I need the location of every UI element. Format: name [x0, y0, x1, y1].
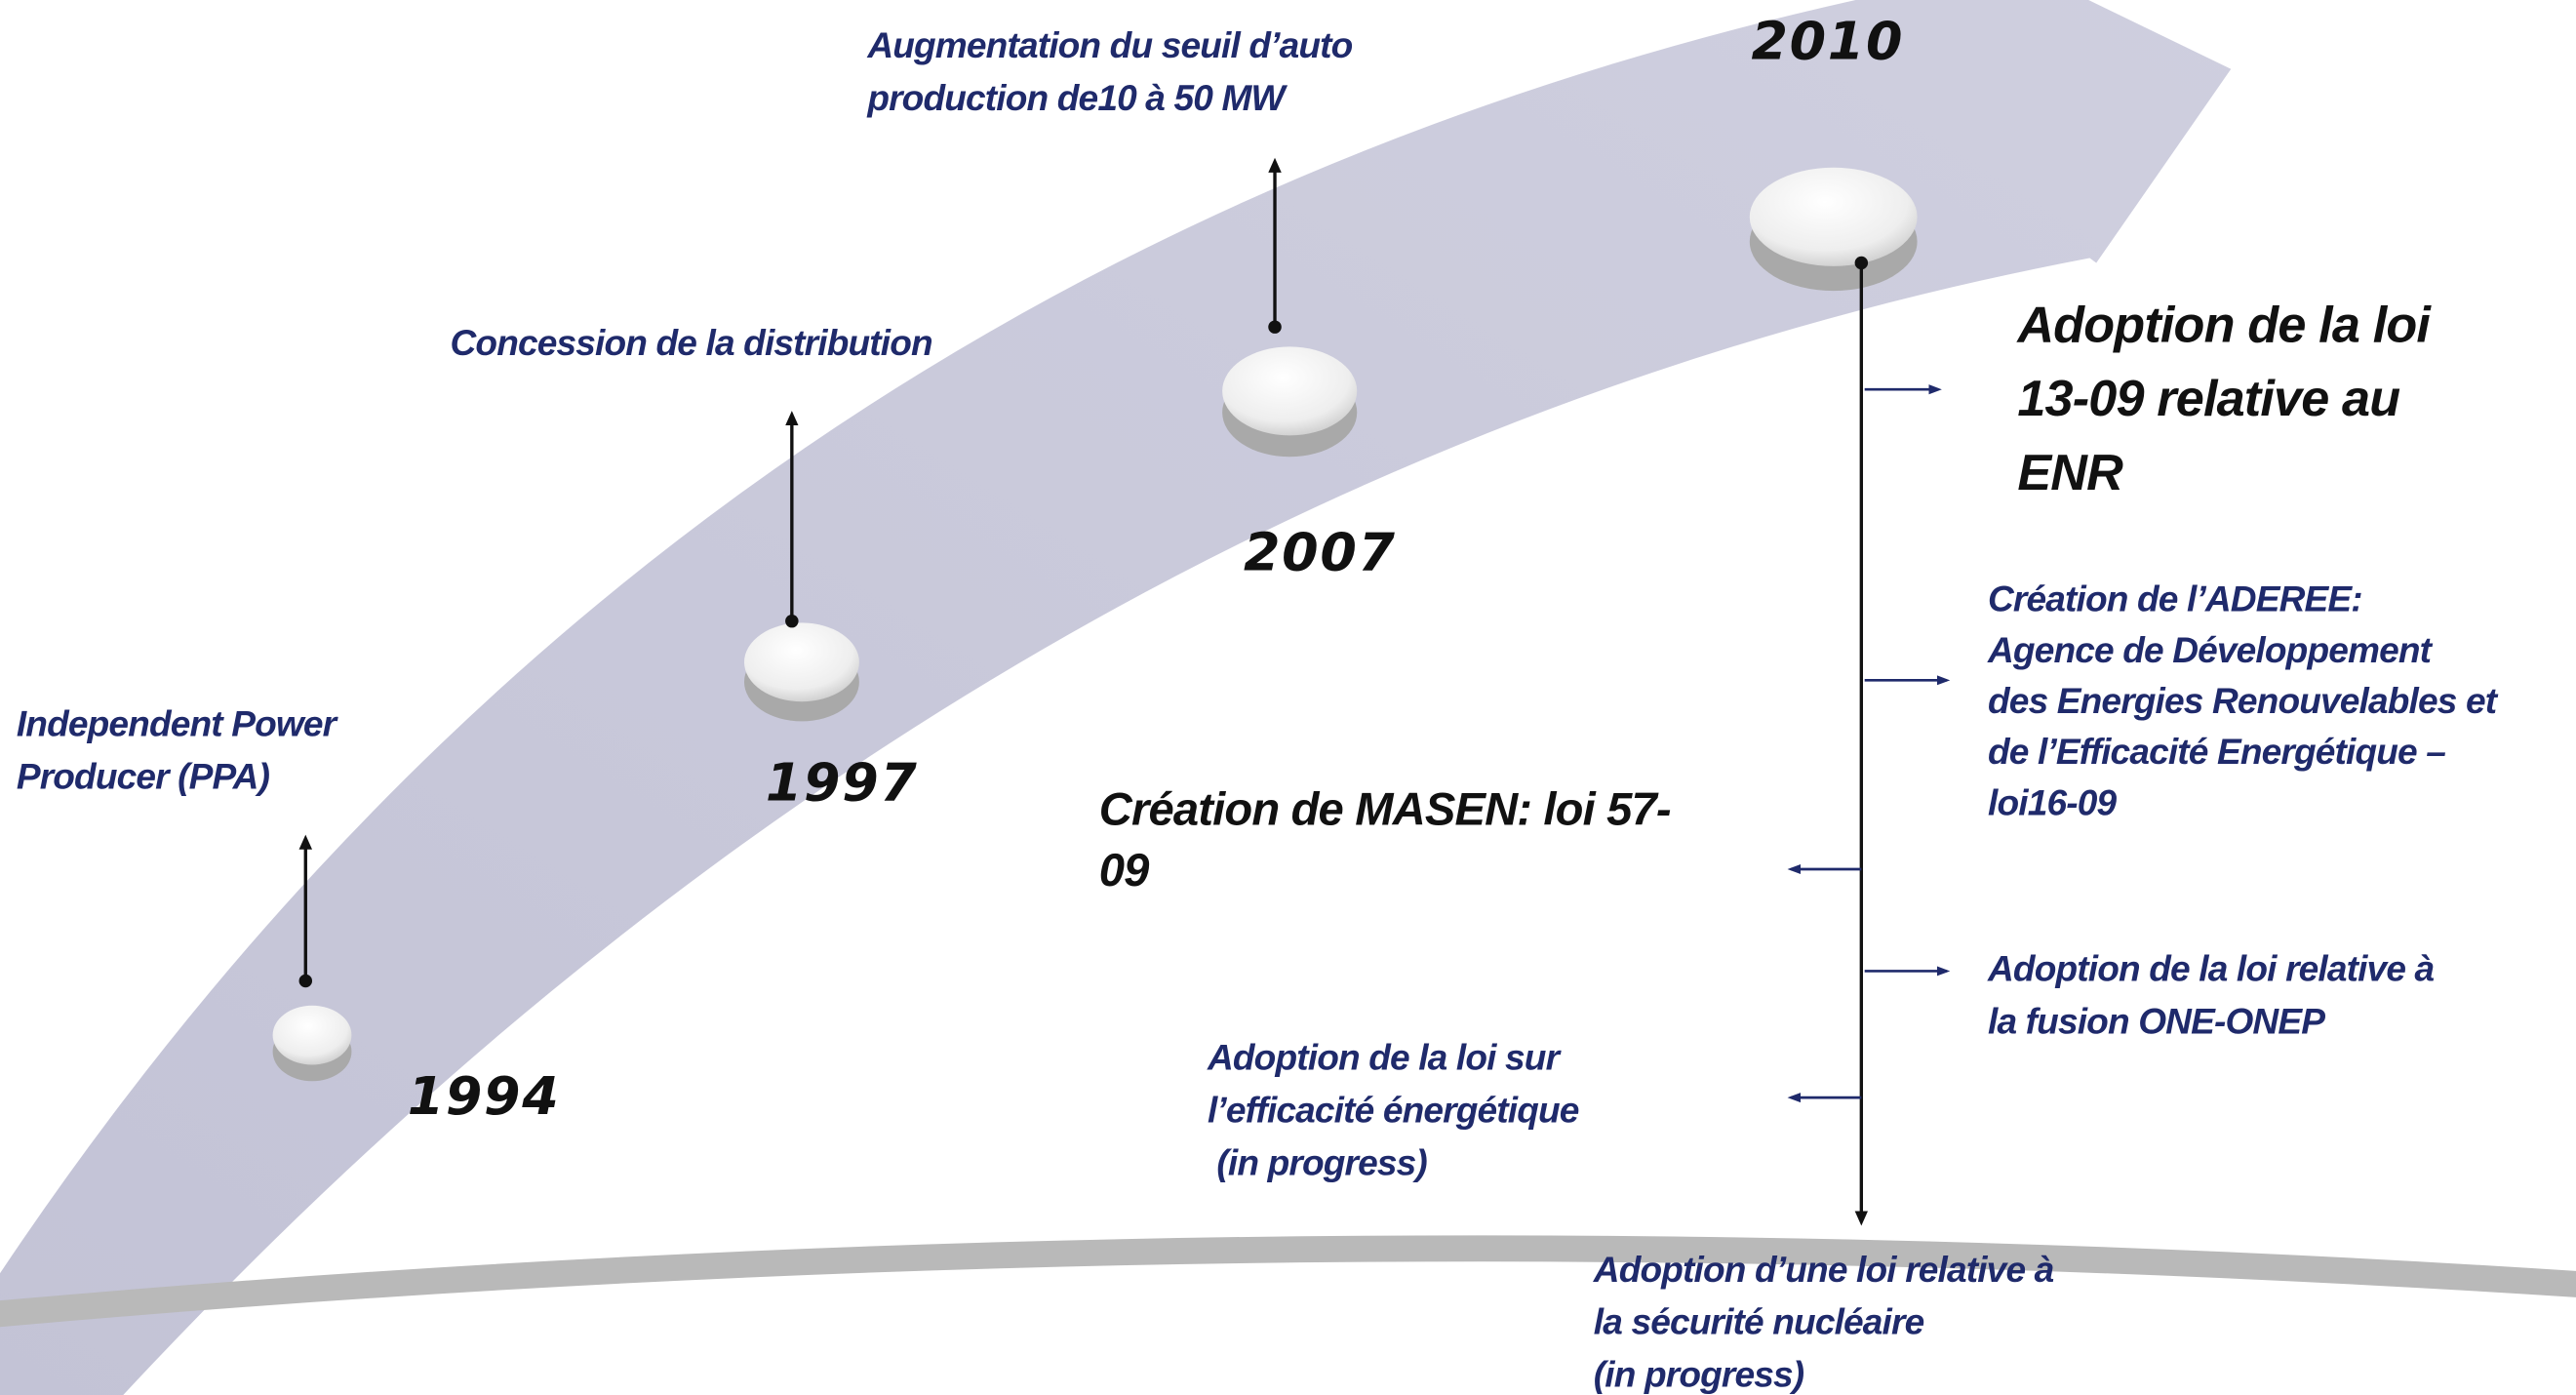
base-curve: [0, 1249, 2576, 1315]
year: 1997: [766, 751, 919, 813]
year: 1994: [408, 1065, 561, 1127]
year: 2007: [1244, 521, 1397, 582]
event-label: Création de l’ADEREE:Agence de Développe…: [1987, 578, 2499, 823]
page: {"milestones": [ {"year": "1994", "label…: [0, 0, 2576, 1395]
event-label: Création de MASEN: loi 57-09: [1099, 783, 1671, 896]
timeline-diagram: 1994 1997 2007 2010 Independent PowerPro…: [0, 0, 2576, 1395]
event-label: Concession de la distribution: [451, 322, 933, 363]
year: 2010: [1751, 11, 1904, 72]
